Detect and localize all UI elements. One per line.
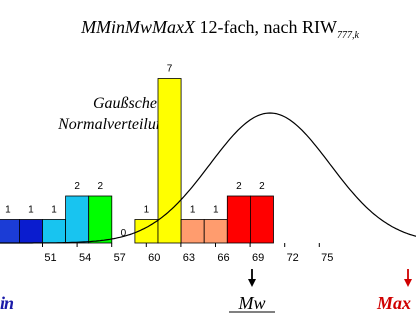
- bar-10: [203, 219, 228, 244]
- x-tick-label-66: 66: [217, 252, 229, 264]
- markers-group: in Mw Max: [0, 269, 412, 313]
- x-tick-label-57: 57: [114, 252, 126, 264]
- bar-label-4: 2: [74, 181, 80, 192]
- x-tick-label-69: 69: [252, 252, 264, 264]
- curve-label-line2: Normalverteilung: [57, 116, 172, 133]
- bar-label-6: 0: [121, 228, 127, 239]
- chart-title-rest: 12-fach, nach RIW: [195, 17, 337, 37]
- marker-arrowhead-max: [404, 279, 412, 287]
- chart-title-subscript: 777,k: [337, 30, 360, 41]
- x-tick-label-72: 72: [287, 252, 299, 264]
- bar-1: [0, 219, 20, 244]
- bar-label-10: 1: [213, 205, 219, 216]
- bar-label-7: 1: [144, 205, 150, 216]
- bar-label-11: 2: [236, 181, 242, 192]
- bar-11: [226, 195, 251, 244]
- bar-label-2: 1: [28, 205, 34, 216]
- x-tick-label-75: 75: [321, 252, 333, 264]
- marker-label-mw: Mw: [238, 293, 266, 313]
- bar-5: [88, 195, 113, 244]
- gauss-curve: [0, 112, 416, 244]
- bars-group: 1 1 1 2 2 0 1 7 1 1 2 2: [0, 64, 274, 244]
- curve-label-line1: Gaußsche: [93, 95, 157, 112]
- x-axis: 51 54 57 60 63 66 69 72 75: [42, 243, 333, 264]
- x-tick-label-54: 54: [79, 252, 91, 264]
- bar-label-3: 1: [51, 205, 57, 216]
- marker-arrowhead-mw: [248, 279, 256, 287]
- bar-label-12: 2: [259, 181, 265, 192]
- bar-label-5: 2: [97, 181, 103, 192]
- chart-title: MMinMwMaxX 12-fach, nach RIW777,k: [80, 17, 359, 41]
- bar-3: [42, 219, 67, 244]
- bar-2: [18, 219, 43, 244]
- bar-8: [157, 78, 182, 244]
- x-tick-label-60: 60: [148, 252, 160, 264]
- bar-12: [249, 195, 274, 244]
- bar-4: [65, 195, 90, 244]
- x-tick-label-63: 63: [183, 252, 195, 264]
- chart-title-italic: MMinMwMaxX: [80, 17, 196, 37]
- bar-9: [180, 219, 205, 244]
- bar-label-8: 7: [167, 64, 173, 75]
- bar-label-9: 1: [190, 205, 196, 216]
- marker-label-min: in: [0, 293, 14, 313]
- bar-label-1: 1: [5, 205, 11, 216]
- marker-label-max: Max: [376, 293, 411, 313]
- x-tick-label-51: 51: [44, 252, 56, 264]
